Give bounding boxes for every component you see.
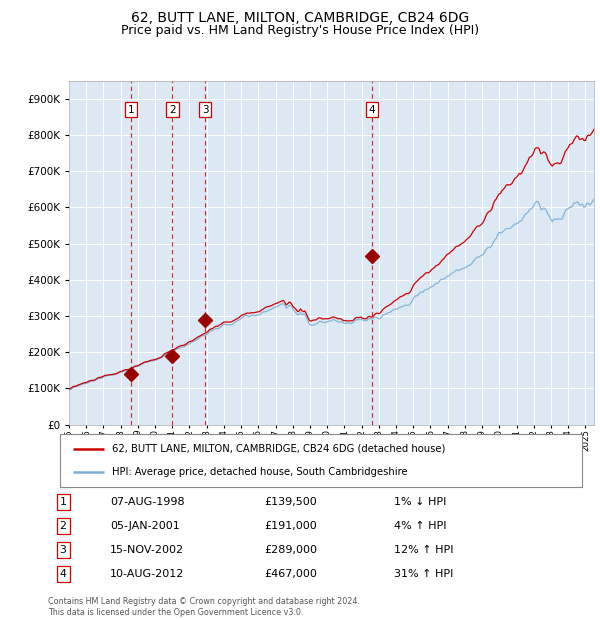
- Text: 12% ↑ HPI: 12% ↑ HPI: [394, 545, 453, 555]
- Text: 4% ↑ HPI: 4% ↑ HPI: [394, 521, 446, 531]
- Text: 2: 2: [169, 105, 176, 115]
- Text: 62, BUTT LANE, MILTON, CAMBRIDGE, CB24 6DG: 62, BUTT LANE, MILTON, CAMBRIDGE, CB24 6…: [131, 11, 469, 25]
- Text: 10-AUG-2012: 10-AUG-2012: [110, 569, 184, 579]
- Text: 4: 4: [59, 569, 67, 579]
- Text: 3: 3: [202, 105, 208, 115]
- Text: 1% ↓ HPI: 1% ↓ HPI: [394, 497, 446, 507]
- Text: 15-NOV-2002: 15-NOV-2002: [110, 545, 184, 555]
- Text: 1: 1: [128, 105, 134, 115]
- Text: 62, BUTT LANE, MILTON, CAMBRIDGE, CB24 6DG (detached house): 62, BUTT LANE, MILTON, CAMBRIDGE, CB24 6…: [112, 444, 446, 454]
- Text: HPI: Average price, detached house, South Cambridgeshire: HPI: Average price, detached house, Sout…: [112, 467, 408, 477]
- Text: Contains HM Land Registry data © Crown copyright and database right 2024.
This d: Contains HM Land Registry data © Crown c…: [48, 598, 360, 617]
- Text: 07-AUG-1998: 07-AUG-1998: [110, 497, 185, 507]
- Text: £467,000: £467,000: [264, 569, 317, 579]
- Text: £191,000: £191,000: [264, 521, 317, 531]
- Text: Price paid vs. HM Land Registry's House Price Index (HPI): Price paid vs. HM Land Registry's House …: [121, 24, 479, 37]
- FancyBboxPatch shape: [60, 434, 582, 487]
- Text: 05-JAN-2001: 05-JAN-2001: [110, 521, 180, 531]
- Text: £139,500: £139,500: [264, 497, 317, 507]
- Text: 31% ↑ HPI: 31% ↑ HPI: [394, 569, 453, 579]
- Text: 3: 3: [59, 545, 67, 555]
- Text: 1: 1: [59, 497, 67, 507]
- Text: 2: 2: [59, 521, 67, 531]
- Text: 4: 4: [368, 105, 375, 115]
- Text: £289,000: £289,000: [264, 545, 317, 555]
